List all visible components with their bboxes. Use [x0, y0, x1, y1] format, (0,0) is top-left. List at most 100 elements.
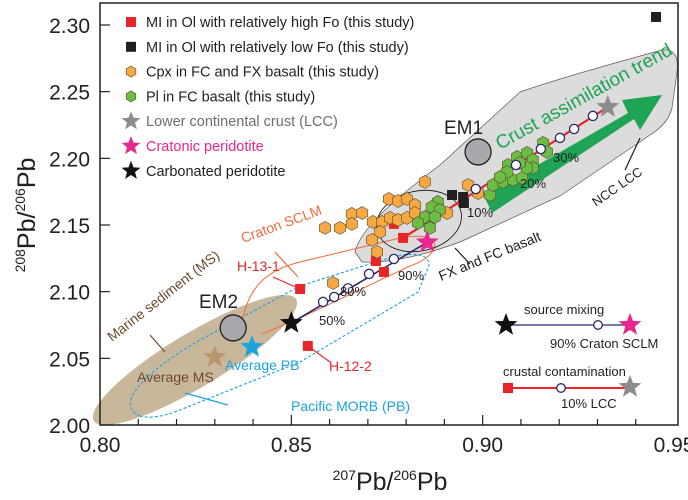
- y-tick-label: 2.05: [49, 348, 90, 371]
- x-tick-label: 0.85: [271, 434, 312, 457]
- data-point: [651, 12, 662, 22]
- mixing-tick: [363, 268, 375, 280]
- legend-label: Cratonic peridotite: [146, 139, 264, 155]
- legend-marker: [125, 65, 137, 78]
- pct-30-label: 30%: [553, 150, 579, 165]
- pct-10-label: 10%: [467, 205, 493, 220]
- data-point: [428, 210, 441, 224]
- data-point: [295, 284, 306, 294]
- data-point: [494, 170, 506, 184]
- y-axis-title: 208Pb/206Pb: [12, 158, 41, 273]
- y-tick-label: 2.30: [49, 15, 90, 38]
- pacific-morb-label: Pacific MORB (PB): [291, 398, 410, 414]
- endmember-em2: [219, 314, 247, 342]
- mixing-tick: [328, 291, 340, 303]
- data-point: [419, 175, 431, 189]
- average-pb-label: Average PB: [225, 357, 299, 373]
- axes: 0.80 0.85 0.90 0.95 2.00 2.05 2.10 2.15 2.20 2.25…: [49, 2, 688, 457]
- data-point: [356, 206, 369, 220]
- pacific-morb-field: [129, 253, 430, 418]
- endmember-cratonic-peridotite: [415, 230, 439, 252]
- average-ms-label: Average MS: [137, 369, 214, 385]
- data-point: [366, 233, 378, 247]
- y-tick-label: 2.00: [49, 415, 90, 438]
- mixing-tick: [587, 110, 599, 122]
- y-tick-label: 2.25: [49, 82, 90, 105]
- mixing-legend: source mixing 90% Craton SCLM crustal co…: [494, 302, 658, 411]
- data-point: [378, 266, 389, 277]
- crustal-contamination-note: 10% LCC: [561, 396, 617, 411]
- source-mixing-start-star: [494, 313, 518, 335]
- data-point: [447, 190, 458, 200]
- mixing-tick: [568, 123, 580, 135]
- crustal-contamination-end-star: [618, 375, 642, 397]
- legend-label: Cpx in FC and FX basalt (this study): [146, 65, 379, 81]
- mixing-tick: [388, 253, 400, 265]
- plot-frame: [99, 2, 679, 426]
- legend-marker: [125, 90, 137, 103]
- data-point: [398, 232, 409, 243]
- source-mixing-label: source mixing: [524, 302, 604, 317]
- endmember-average-ms: [203, 345, 227, 367]
- source-mixing-tick: [593, 320, 603, 330]
- data-point: [371, 245, 383, 259]
- pct-80-label: 80%: [340, 284, 366, 299]
- data-point: [345, 217, 358, 231]
- mixing-tick: [554, 132, 566, 144]
- craton-sclm-label: Craton SCLM: [239, 202, 324, 246]
- leader-line: [274, 251, 299, 278]
- pct-90-label: 90%: [398, 268, 424, 283]
- leader-line: [454, 247, 471, 265]
- axis-titles: 207Pb/206Pb 208Pb/206Pb: [12, 158, 447, 496]
- x-tick-label: 0.90: [462, 434, 503, 457]
- data-point: [319, 221, 331, 235]
- data-point: [302, 340, 313, 351]
- legend-label: MI in Ol with relatively low Fo (this st…: [146, 40, 409, 56]
- data-point: [458, 192, 469, 202]
- legend-marker: [121, 160, 141, 179]
- mixing-tick: [510, 159, 522, 171]
- endmember-average-pb: [240, 335, 264, 357]
- x-tick-label: 0.95: [654, 434, 688, 457]
- crustal-contamination-start-square: [503, 383, 513, 393]
- h12-label: H-12-2: [329, 358, 372, 374]
- source-mixing-end-star: [618, 313, 642, 335]
- y-tick-label: 2.15: [49, 215, 90, 238]
- legend-label: Pl in FC basalt (this study): [146, 89, 315, 105]
- data-point: [516, 171, 528, 185]
- legend: MI in Ol with relatively high Fo (this s…: [121, 15, 414, 180]
- x-axis-title: 207Pb/206Pb: [333, 467, 448, 496]
- pct-20-label: 20%: [520, 176, 546, 191]
- data-point: [370, 256, 381, 266]
- crust-assimilation-arrow: [484, 95, 662, 213]
- legend-label: Lower continental crust (LCC): [146, 114, 338, 130]
- mixing-tick: [470, 183, 482, 195]
- endmember-lower-continental-crust-lcc-: [596, 95, 620, 117]
- legend-label: Carbonated peridotite: [146, 164, 285, 180]
- legend-marker: [121, 111, 141, 130]
- legend-marker: [126, 17, 136, 27]
- y-tick-label: 2.10: [49, 282, 90, 305]
- crustal-contamination-tick: [556, 383, 566, 393]
- em2-label: EM2: [199, 292, 238, 313]
- crustal-contamination-label: crustal contamination: [503, 364, 626, 379]
- x-tick-label: 0.80: [80, 434, 121, 457]
- source-mixing-note: 90% Craton SCLM: [550, 336, 658, 351]
- legend-label: MI in Ol with relatively high Fo (this s…: [146, 15, 414, 31]
- leader-line: [184, 392, 229, 406]
- data-point: [412, 216, 424, 230]
- data-point: [327, 276, 339, 290]
- mixing-tick: [317, 296, 329, 308]
- legend-marker: [126, 41, 136, 52]
- leader-line: [624, 137, 641, 171]
- data-point: [374, 225, 386, 239]
- mixing-tick: [342, 283, 354, 294]
- marks-layer: [203, 12, 662, 367]
- h13-label: H-13-1: [237, 258, 280, 274]
- craton-sclm-field: [242, 235, 436, 335]
- data-point: [383, 192, 395, 206]
- pct-50-label: 50%: [319, 313, 345, 328]
- y-tick-label: 2.20: [49, 148, 90, 171]
- data-point: [334, 221, 346, 235]
